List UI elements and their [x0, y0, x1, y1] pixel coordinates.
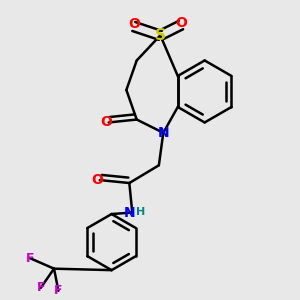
- Text: F: F: [26, 252, 34, 265]
- Text: O: O: [128, 17, 140, 31]
- Text: N: N: [158, 126, 169, 140]
- Text: O: O: [175, 16, 187, 30]
- Text: F: F: [37, 281, 45, 294]
- Text: O: O: [91, 173, 103, 187]
- Text: F: F: [54, 284, 63, 297]
- Text: O: O: [100, 116, 112, 130]
- Text: S: S: [155, 28, 166, 43]
- Text: H: H: [136, 207, 145, 217]
- Text: N: N: [124, 206, 135, 220]
